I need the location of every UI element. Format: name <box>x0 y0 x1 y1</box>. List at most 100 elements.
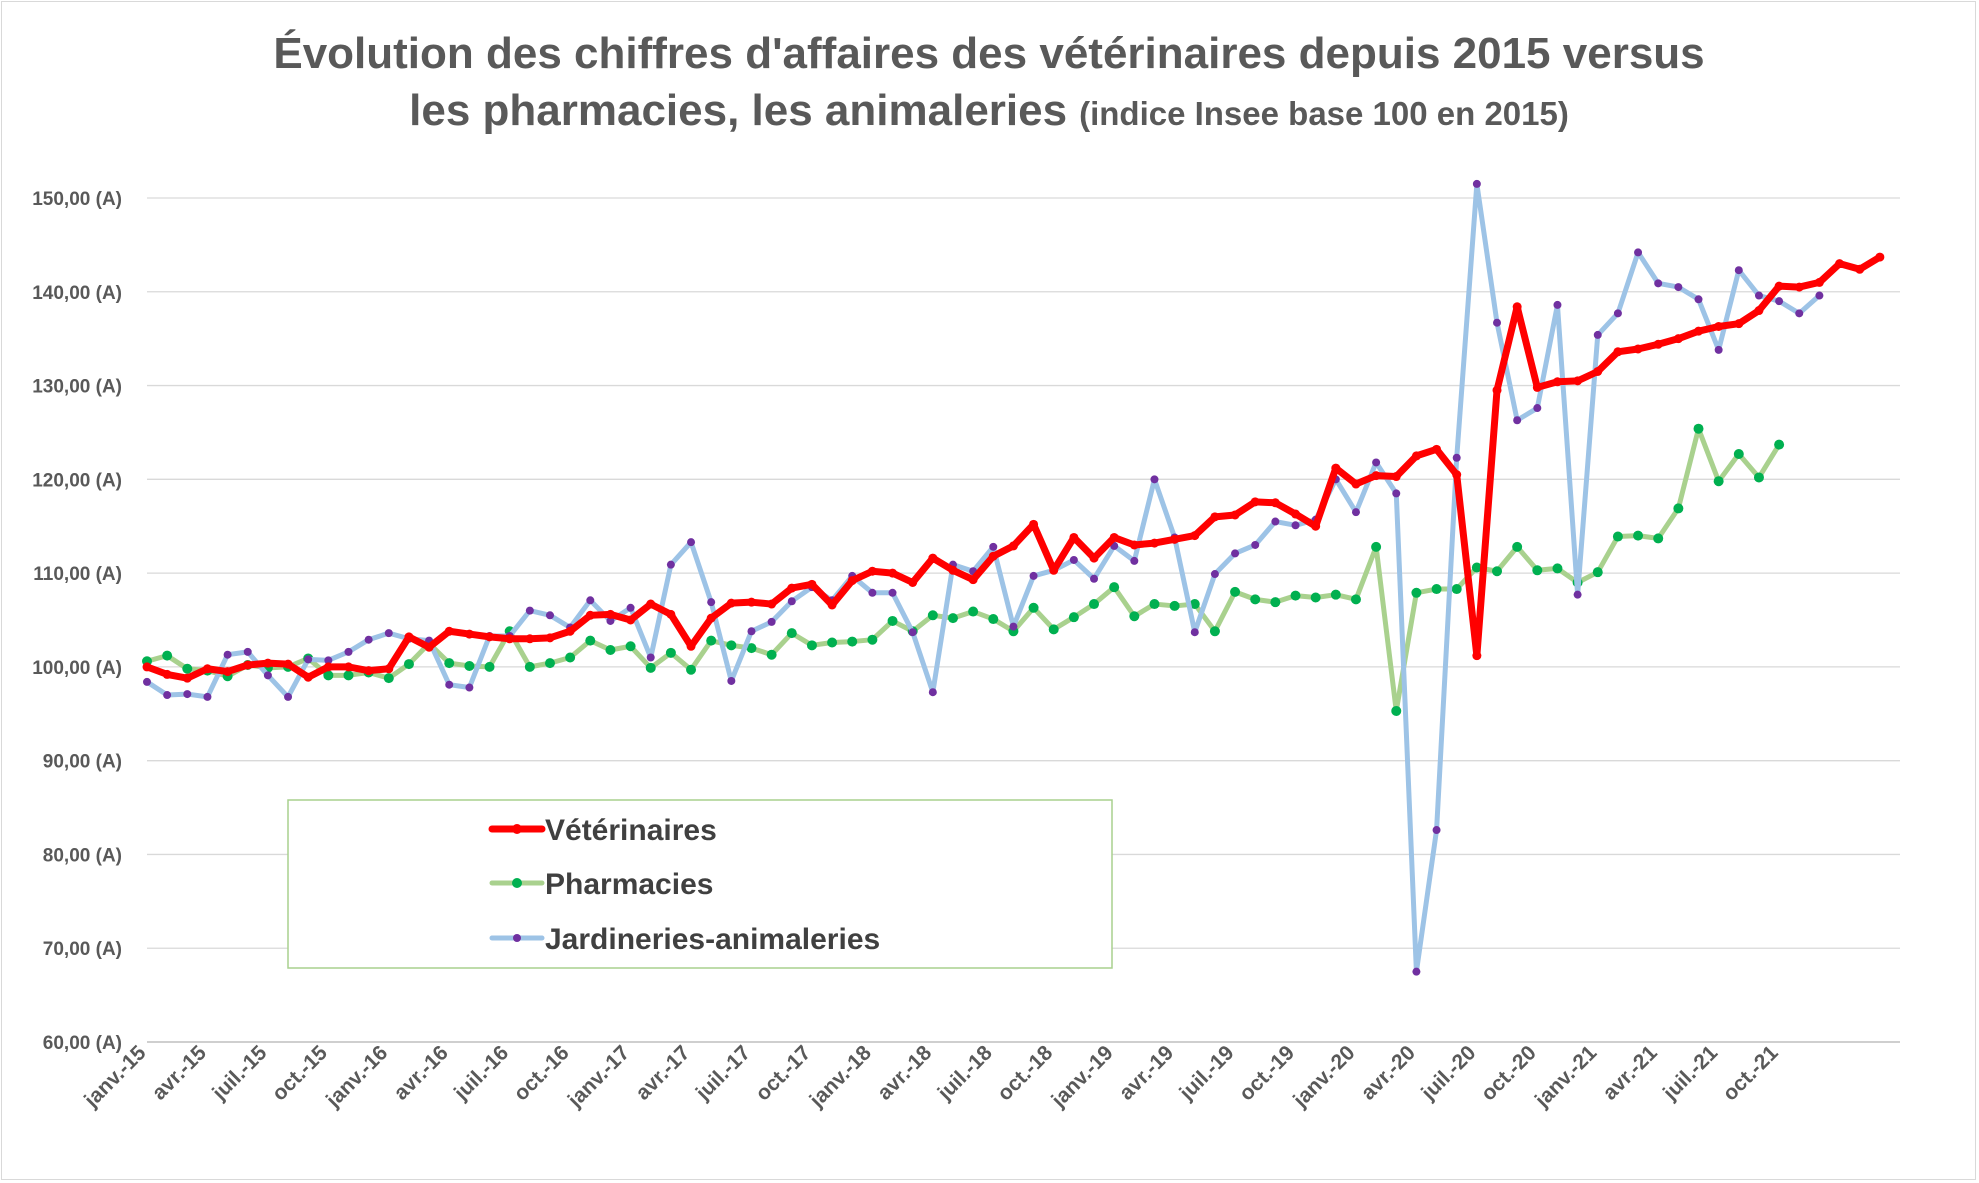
data-point <box>605 645 616 656</box>
data-point <box>726 598 736 608</box>
data-point <box>1492 566 1503 577</box>
data-point <box>847 636 858 647</box>
data-point <box>524 661 535 672</box>
data-point <box>1532 565 1543 576</box>
data-point <box>1291 521 1300 530</box>
data-point <box>1090 574 1099 583</box>
data-point <box>867 566 877 576</box>
data-point <box>565 626 575 636</box>
data-point <box>1673 503 1684 514</box>
x-tick-label: janv.-17 <box>563 1041 634 1112</box>
x-tick-label: avr.-15 <box>148 1041 212 1105</box>
x-tick-label: janv.-16 <box>321 1041 392 1112</box>
data-point <box>445 680 454 689</box>
data-point <box>364 666 374 676</box>
data-point <box>1330 589 1341 600</box>
data-point <box>1553 300 1562 309</box>
data-point <box>947 613 958 624</box>
data-point <box>867 634 878 645</box>
data-point <box>1048 624 1059 635</box>
x-tick-label: juil.-21 <box>1658 1041 1722 1105</box>
data-point <box>263 658 273 668</box>
data-point <box>686 664 697 675</box>
data-point <box>707 598 716 607</box>
data-point <box>1411 587 1422 598</box>
data-point <box>1230 510 1240 520</box>
data-point <box>1372 458 1381 467</box>
data-point <box>746 643 757 654</box>
x-tick-label: janv.-20 <box>1288 1041 1359 1112</box>
x-tick-label: janv.-21 <box>1530 1041 1601 1112</box>
data-point <box>1351 508 1360 517</box>
data-point <box>384 664 394 674</box>
data-point <box>1694 295 1703 304</box>
data-point <box>1855 264 1865 274</box>
data-point <box>606 616 615 625</box>
data-point <box>686 641 696 651</box>
data-point <box>786 628 797 639</box>
data-point <box>1431 584 1442 595</box>
data-point <box>1472 651 1482 661</box>
data-point <box>1391 472 1401 482</box>
legend-label-jardineries-animaleries: Jardineries-animaleries <box>545 923 880 956</box>
data-point <box>1149 538 1159 548</box>
data-point <box>928 688 937 697</box>
data-point <box>243 647 252 656</box>
data-point <box>1734 266 1743 275</box>
data-point <box>1673 334 1683 344</box>
data-point <box>827 637 838 648</box>
y-tick-label: 110,00 (A) <box>33 564 122 585</box>
x-tick-label: juil.-18 <box>933 1041 997 1105</box>
data-point <box>1533 404 1542 413</box>
data-point <box>1815 291 1824 300</box>
data-point <box>1593 330 1602 339</box>
data-point <box>223 667 233 677</box>
data-point <box>887 615 898 626</box>
x-tick-label: juil.-16 <box>449 1041 513 1105</box>
data-point <box>545 611 554 620</box>
data-point <box>1391 705 1402 716</box>
data-point <box>1471 562 1482 573</box>
x-tick-label: avr.-20 <box>1357 1041 1420 1104</box>
data-point <box>586 596 595 605</box>
data-point <box>162 669 172 679</box>
data-point <box>1271 517 1280 526</box>
data-point <box>1392 489 1401 498</box>
data-point <box>344 647 353 656</box>
data-point <box>625 641 636 652</box>
data-point <box>1170 534 1180 544</box>
data-point <box>284 692 293 701</box>
data-point <box>1190 628 1199 637</box>
data-point <box>1210 570 1219 579</box>
data-point <box>142 662 152 672</box>
data-point <box>727 676 736 685</box>
data-point <box>988 551 998 561</box>
y-axis-labels: 150,00 (A) 140,00 (A) 130,00 (A) 120,00 (A)… <box>32 189 122 1054</box>
data-point <box>1754 291 1763 300</box>
x-tick-label: avr.-21 <box>1598 1041 1662 1105</box>
data-point <box>464 629 474 639</box>
data-point <box>646 599 656 609</box>
data-point <box>645 662 656 673</box>
data-point <box>1291 509 1301 519</box>
legend-box <box>287 799 1113 969</box>
data-point <box>1794 282 1804 292</box>
data-point <box>1432 444 1442 454</box>
data-point <box>1412 967 1421 976</box>
x-tick-label: oct.-21 <box>1719 1041 1783 1105</box>
data-point <box>1432 826 1441 835</box>
data-point <box>1532 382 1542 392</box>
data-point <box>1593 366 1603 376</box>
data-point <box>485 632 495 642</box>
data-point <box>303 672 313 682</box>
x-tick-label: janv.-18 <box>805 1041 876 1112</box>
data-point <box>143 677 151 686</box>
data-point <box>706 613 716 623</box>
data-point <box>605 609 615 619</box>
series-line <box>144 426 1782 714</box>
data-point <box>1714 345 1723 354</box>
data-point <box>1331 463 1341 473</box>
y-tick-label: 60,00 (A) <box>43 1033 122 1054</box>
data-point <box>1452 470 1462 480</box>
